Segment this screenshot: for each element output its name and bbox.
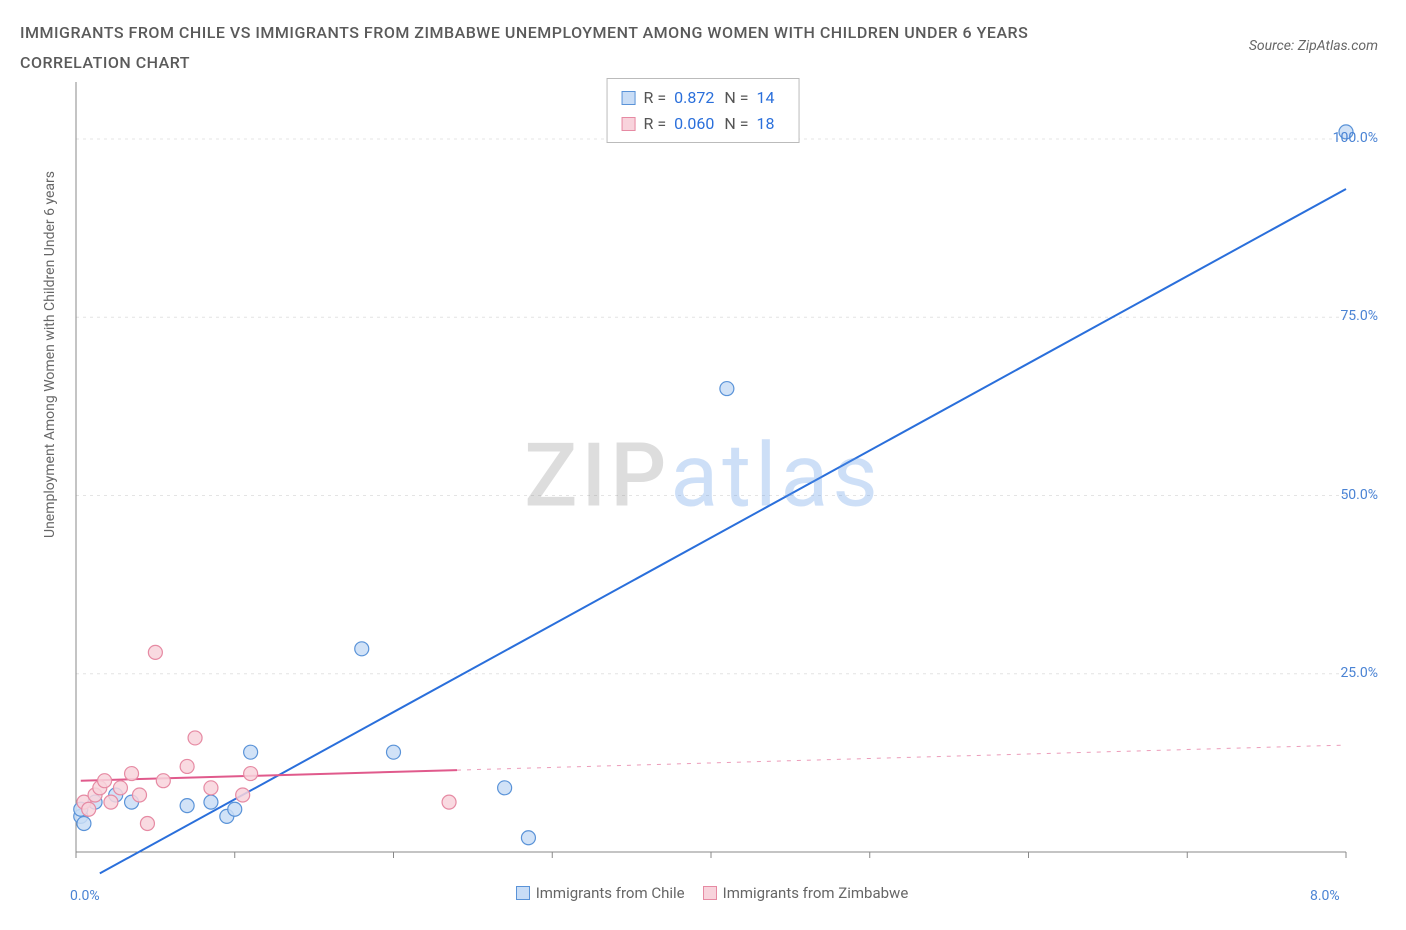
correlation-scatter-chart: Unemployment Among Women with Children U… bbox=[20, 78, 1386, 908]
y-tick-label: 25.0% bbox=[1340, 665, 1378, 681]
y-tick-label: 75.0% bbox=[1340, 308, 1378, 324]
legend-swatch bbox=[703, 886, 717, 900]
y-tick-label: 100.0% bbox=[1333, 130, 1378, 146]
title-line-1: IMMIGRANTS FROM CHILE VS IMMIGRANTS FROM… bbox=[20, 18, 1386, 48]
series-legend: Immigrants from Chile Immigrants from Zim… bbox=[20, 883, 1386, 902]
legend-n-value: 14 bbox=[756, 88, 774, 107]
legend-stat-row: R = 0.060 N = 18 bbox=[622, 111, 785, 137]
legend-r-key: R = bbox=[644, 88, 671, 107]
chart-svg bbox=[20, 78, 1386, 908]
legend-swatch bbox=[622, 117, 636, 131]
legend-r-value: 0.872 bbox=[674, 88, 714, 107]
legend-stat-row: R = 0.872 N = 14 bbox=[622, 85, 785, 111]
legend-n-key: N = bbox=[724, 114, 752, 133]
x-tick-label: 8.0% bbox=[1310, 888, 1340, 904]
x-tick-label: 0.0% bbox=[70, 888, 100, 904]
legend-n-key: N = bbox=[724, 88, 752, 107]
legend-n-value: 18 bbox=[756, 114, 774, 133]
source-attribution: Source: ZipAtlas.com bbox=[1249, 38, 1378, 54]
legend-series-label: Immigrants from Chile bbox=[536, 884, 685, 902]
correlation-legend-box: R = 0.872 N = 14 R = 0.060 N = 18 bbox=[607, 78, 800, 143]
legend-series-label: Immigrants from Zimbabwe bbox=[723, 884, 909, 902]
y-axis-label: Unemployment Among Women with Children U… bbox=[42, 171, 58, 538]
legend-r-value: 0.060 bbox=[674, 114, 714, 133]
chart-title-block: IMMIGRANTS FROM CHILE VS IMMIGRANTS FROM… bbox=[0, 0, 1406, 79]
y-tick-label: 50.0% bbox=[1340, 487, 1378, 503]
legend-swatch bbox=[622, 91, 636, 105]
legend-r-key: R = bbox=[644, 114, 671, 133]
legend-swatch bbox=[516, 886, 530, 900]
title-line-2: CORRELATION CHART bbox=[20, 48, 1386, 78]
